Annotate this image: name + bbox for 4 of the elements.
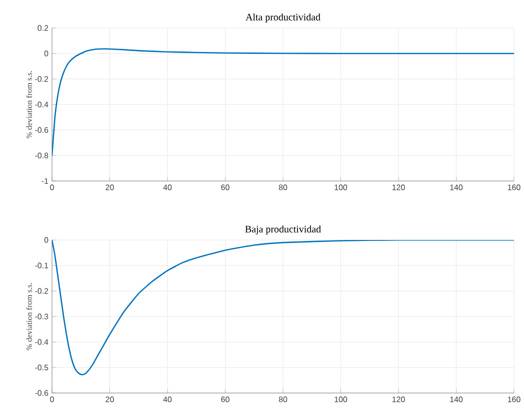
line-series xyxy=(52,240,514,376)
line-series xyxy=(52,48,514,156)
chart-title: Baja productividad xyxy=(245,225,321,235)
chart-title: Alta productividad xyxy=(246,13,320,23)
